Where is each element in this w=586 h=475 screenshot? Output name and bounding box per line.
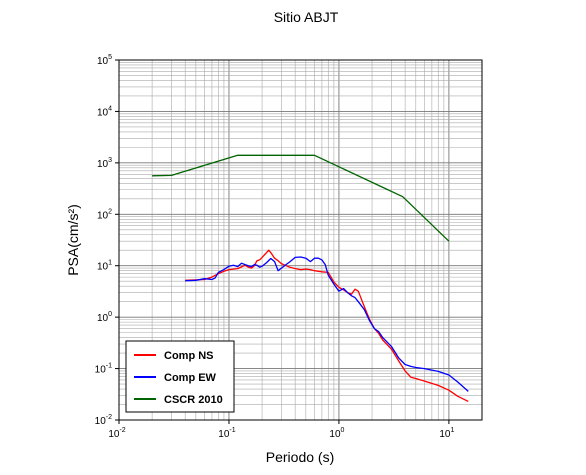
- x-tick-label: 100: [329, 427, 344, 440]
- y-tick-label: 104: [97, 105, 112, 118]
- series-line-comp-ew: [185, 256, 469, 392]
- y-tick-label: 105: [97, 54, 112, 67]
- y-tick-label: 101: [97, 260, 112, 273]
- y-tick-label: 10-2: [95, 414, 112, 427]
- y-tick-label: 102: [97, 208, 112, 221]
- y-tick-label: 100: [97, 311, 112, 324]
- legend: Comp NS Comp EW CSCR 2010: [125, 340, 235, 413]
- x-tick-labels: 10-2 10-1 100 101: [108, 427, 454, 440]
- series-lines: [152, 154, 469, 402]
- plot-frame: [118, 59, 483, 421]
- series-line-cscr-2010: [152, 154, 450, 242]
- y-tick-label: 103: [97, 157, 112, 170]
- series-line-comp-ns: [185, 249, 469, 402]
- x-tick-label: 10-1: [218, 427, 235, 440]
- x-axis-title: Periodo (s): [266, 449, 334, 465]
- legend-label: Comp EW: [164, 372, 217, 384]
- y-tick-label: 10-1: [95, 363, 112, 376]
- chart-title: Sitio ABJT: [274, 9, 339, 25]
- y-axis-title: PSA(cm/s²): [65, 204, 81, 276]
- x-tick-label: 101: [439, 427, 454, 440]
- legend-label: Comp NS: [164, 350, 214, 362]
- y-tick-labels: 10-2 10-1 100 101 102 103 104 105: [95, 54, 112, 427]
- legend-label: CSCR 2010: [164, 394, 223, 406]
- x-tick-label: 10-2: [108, 427, 125, 440]
